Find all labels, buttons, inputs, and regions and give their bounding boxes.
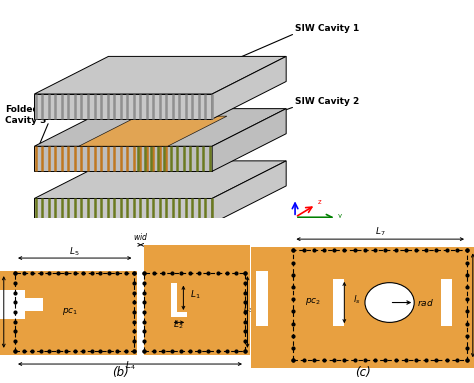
Text: $L_5$: $L_5$ — [69, 245, 79, 258]
Polygon shape — [212, 109, 286, 171]
Text: $pc_2$: $pc_2$ — [305, 296, 321, 306]
Circle shape — [365, 283, 414, 322]
Text: (b): (b) — [112, 366, 129, 379]
Text: $L_2$: $L_2$ — [173, 318, 183, 331]
Polygon shape — [79, 116, 227, 146]
Bar — [333, 279, 344, 326]
Text: Folded-SIW
Cavity 3: Folded-SIW Cavity 3 — [5, 105, 62, 124]
Text: $wid$: $wid$ — [133, 231, 148, 242]
Text: SIW Cavity 1: SIW Cavity 1 — [295, 25, 359, 33]
Text: $l_s$: $l_s$ — [353, 293, 361, 306]
Bar — [251, 218, 474, 247]
Text: $L_3$: $L_3$ — [243, 303, 254, 316]
Polygon shape — [34, 146, 212, 171]
Bar — [145, 273, 245, 351]
Polygon shape — [34, 94, 212, 119]
Bar — [15, 273, 135, 351]
Bar — [25, 298, 43, 311]
Polygon shape — [34, 109, 286, 146]
Text: $L_4$: $L_4$ — [125, 360, 136, 372]
Bar — [0, 245, 137, 355]
Bar — [0, 290, 25, 319]
Text: (a): (a) — [159, 220, 176, 233]
Text: z: z — [317, 199, 321, 205]
Polygon shape — [212, 56, 286, 119]
Text: $pc_1$: $pc_1$ — [62, 306, 78, 317]
Bar — [0, 355, 251, 379]
Bar — [441, 279, 452, 326]
Text: (c): (c) — [355, 366, 371, 379]
Polygon shape — [34, 198, 212, 224]
Bar — [0, 245, 137, 271]
Polygon shape — [34, 161, 286, 198]
Bar — [137, 245, 145, 355]
Text: $L_7$: $L_7$ — [375, 226, 385, 238]
Bar — [145, 245, 250, 355]
Bar — [293, 250, 467, 360]
Bar — [171, 312, 187, 317]
Bar — [256, 271, 268, 326]
Text: $rad$: $rad$ — [417, 297, 434, 308]
Text: $L_1$: $L_1$ — [190, 289, 200, 301]
Polygon shape — [212, 161, 286, 224]
Text: y: y — [338, 213, 342, 219]
Text: SIW Cavity 2: SIW Cavity 2 — [295, 97, 359, 106]
Bar — [251, 368, 474, 379]
Bar — [251, 232, 474, 368]
Bar — [171, 283, 177, 317]
Polygon shape — [34, 56, 286, 94]
